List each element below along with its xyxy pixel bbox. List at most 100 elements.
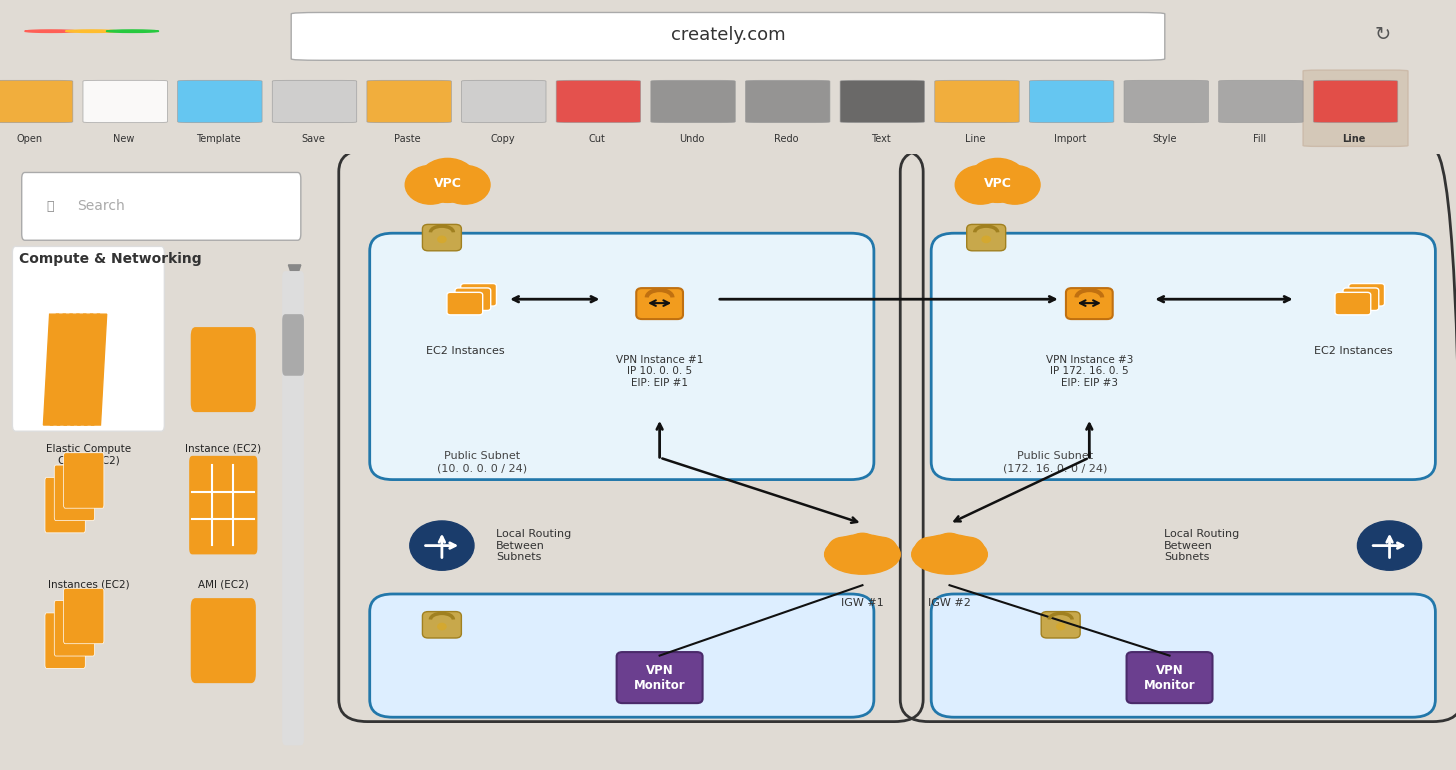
FancyBboxPatch shape (291, 12, 1165, 60)
Text: Import: Import (1054, 134, 1086, 144)
FancyBboxPatch shape (1303, 70, 1408, 146)
Text: Undo: Undo (678, 134, 705, 144)
Circle shape (438, 624, 446, 630)
FancyBboxPatch shape (422, 611, 462, 638)
Circle shape (981, 236, 990, 243)
Text: Instances (EC2): Instances (EC2) (48, 579, 130, 589)
Text: Line: Line (1342, 134, 1366, 144)
Text: Line: Line (965, 134, 986, 144)
FancyBboxPatch shape (1348, 283, 1385, 306)
Text: VPC: VPC (984, 176, 1012, 189)
Circle shape (955, 166, 1006, 204)
FancyBboxPatch shape (617, 652, 703, 703)
Text: Public Subnet
(172. 16. 0. 0 / 24): Public Subnet (172. 16. 0. 0 / 24) (1003, 451, 1107, 473)
FancyBboxPatch shape (370, 594, 874, 717)
Circle shape (106, 30, 159, 32)
Text: Cut: Cut (588, 134, 606, 144)
Text: AMI (EC2): AMI (EC2) (198, 579, 249, 589)
FancyBboxPatch shape (282, 271, 304, 745)
Text: Compute & Networking: Compute & Networking (19, 252, 201, 266)
FancyBboxPatch shape (282, 314, 304, 376)
Text: New: New (114, 134, 134, 144)
Polygon shape (71, 314, 86, 425)
FancyBboxPatch shape (935, 80, 1019, 122)
Ellipse shape (824, 534, 900, 574)
Text: Local Routing
Between
Subnets: Local Routing Between Subnets (1163, 529, 1239, 562)
Text: ↻: ↻ (1374, 25, 1392, 44)
FancyBboxPatch shape (83, 80, 167, 122)
FancyBboxPatch shape (1335, 293, 1370, 315)
FancyBboxPatch shape (422, 224, 462, 251)
FancyBboxPatch shape (272, 80, 357, 122)
FancyBboxPatch shape (45, 613, 86, 668)
Circle shape (954, 537, 984, 561)
Polygon shape (44, 314, 58, 425)
Circle shape (419, 159, 476, 203)
Circle shape (916, 537, 946, 561)
Text: Public Subnet
(10. 0. 0. 0 / 24): Public Subnet (10. 0. 0. 0 / 24) (437, 451, 527, 473)
Text: VPN
Monitor: VPN Monitor (633, 664, 686, 691)
Polygon shape (64, 314, 80, 425)
Text: EC2 Instances: EC2 Instances (425, 346, 504, 356)
FancyBboxPatch shape (22, 172, 301, 240)
Text: Search: Search (77, 199, 125, 213)
FancyBboxPatch shape (932, 233, 1436, 480)
FancyBboxPatch shape (1029, 80, 1114, 122)
Circle shape (866, 537, 897, 561)
Text: VPC: VPC (434, 176, 462, 189)
Ellipse shape (911, 534, 987, 574)
Circle shape (405, 166, 456, 204)
FancyBboxPatch shape (1041, 611, 1080, 638)
Text: Instance (EC2): Instance (EC2) (185, 444, 262, 454)
FancyBboxPatch shape (13, 246, 165, 431)
Circle shape (1057, 624, 1064, 630)
FancyBboxPatch shape (64, 588, 103, 644)
Text: Copy: Copy (491, 134, 514, 144)
Polygon shape (288, 265, 301, 283)
FancyBboxPatch shape (189, 456, 258, 554)
Text: VPN
Monitor: VPN Monitor (1144, 664, 1195, 691)
FancyBboxPatch shape (54, 601, 95, 656)
Text: Save: Save (301, 134, 325, 144)
FancyBboxPatch shape (1127, 652, 1213, 703)
FancyBboxPatch shape (370, 233, 874, 480)
Text: Local Routing
Between
Subnets: Local Routing Between Subnets (495, 529, 571, 562)
FancyBboxPatch shape (0, 80, 73, 122)
Circle shape (409, 521, 475, 571)
Polygon shape (57, 314, 73, 425)
Circle shape (935, 534, 965, 557)
FancyBboxPatch shape (745, 80, 830, 122)
Text: Open: Open (16, 134, 42, 144)
FancyBboxPatch shape (191, 327, 256, 412)
Polygon shape (92, 314, 106, 425)
FancyBboxPatch shape (932, 594, 1436, 717)
Circle shape (440, 166, 491, 204)
Circle shape (990, 166, 1040, 204)
FancyBboxPatch shape (178, 80, 262, 122)
Circle shape (66, 30, 118, 32)
Text: EC2 Instances: EC2 Instances (1313, 346, 1392, 356)
FancyBboxPatch shape (1342, 288, 1379, 310)
Text: Fill: Fill (1252, 134, 1267, 144)
Text: Paste: Paste (395, 134, 421, 144)
FancyBboxPatch shape (191, 598, 256, 683)
FancyBboxPatch shape (54, 465, 95, 521)
FancyBboxPatch shape (45, 477, 86, 533)
Polygon shape (51, 314, 66, 425)
Circle shape (25, 30, 77, 32)
Circle shape (828, 537, 859, 561)
FancyBboxPatch shape (1066, 288, 1112, 319)
FancyBboxPatch shape (1124, 80, 1208, 122)
Circle shape (847, 534, 878, 557)
FancyBboxPatch shape (447, 293, 483, 315)
Circle shape (438, 236, 446, 243)
Circle shape (970, 159, 1026, 203)
FancyBboxPatch shape (651, 80, 735, 122)
Text: Template: Template (197, 134, 240, 144)
FancyBboxPatch shape (967, 224, 1006, 251)
Polygon shape (77, 314, 93, 425)
FancyBboxPatch shape (840, 80, 925, 122)
FancyBboxPatch shape (1219, 80, 1303, 122)
Text: Text: Text (871, 134, 891, 144)
Text: IGW #1: IGW #1 (842, 598, 884, 608)
